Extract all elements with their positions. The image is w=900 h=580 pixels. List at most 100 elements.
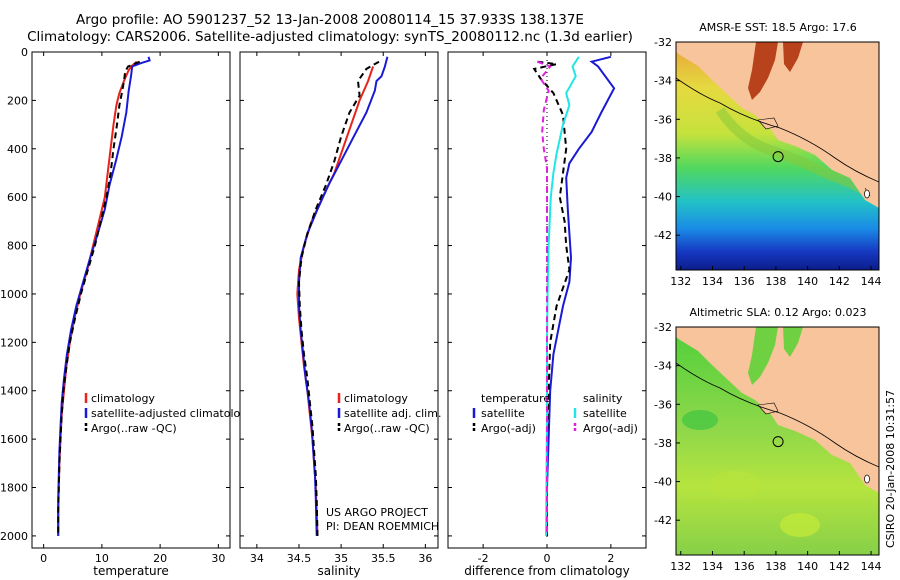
y-tick-label: 0 — [21, 46, 28, 59]
sla-small-island — [864, 474, 870, 484]
sla-argo-marker — [772, 436, 784, 448]
map-x-tick-label: 144 — [861, 560, 882, 573]
sla-map-frame — [675, 326, 880, 556]
y-tick-label: 1000 — [0, 288, 28, 301]
figure-title-line-2: Climatology: CARS2006. Satellite-adjuste… — [27, 29, 633, 45]
x-tick-label: 36 — [418, 552, 432, 565]
sst-bathymetry-contour — [676, 77, 879, 183]
map-y-tick-label: -42 — [654, 514, 672, 527]
temperature-series — [57, 56, 151, 536]
x-tick-label: 34.5 — [287, 552, 312, 565]
sla-map-panel: Altimetric SLA: 0.12 Argo: 0.023 132 134 1… — [654, 306, 882, 573]
legend-label-temp-argo: Argo(-adj) — [481, 422, 536, 435]
y-tick-label: 1400 — [0, 385, 28, 398]
temperature-legend: climatology satellite-adjusted climatolo… — [84, 392, 254, 435]
x-tick-label: -2 — [478, 552, 489, 565]
legend-header-temperature: temperature — [481, 392, 550, 405]
y-tick-label: 1600 — [0, 433, 28, 446]
salinity-legend: climatology satellite adj. clim. Argo(..… — [337, 392, 441, 435]
legend-header-salinity: salinity — [583, 392, 623, 405]
x-tick-label: 10 — [95, 552, 109, 565]
y-tick-label: 600 — [7, 191, 28, 204]
series-line-salinity-argo-adj- — [537, 60, 552, 536]
map-x-tick-label: 142 — [829, 560, 850, 573]
map-y-tick-label: -34 — [654, 75, 672, 88]
map-y-tick-label: -34 — [654, 360, 672, 373]
series-line-temperature-satellite — [546, 55, 616, 536]
difference-legend: temperature salinity satellite Argo(-adj… — [472, 392, 638, 435]
map-y-tick-label: -42 — [654, 229, 672, 242]
x-tick-label: 35 — [334, 552, 348, 565]
legend-label-sal-argo: Argo(-adj) — [583, 422, 638, 435]
temperature-xlabel: temperature — [93, 564, 168, 578]
legend-label-climatology: climatology — [91, 392, 155, 405]
map-x-tick-label: 132 — [670, 275, 691, 288]
map-x-tick-label: 136 — [734, 560, 755, 573]
salinity-profile-panel: 34 34.5 35 35.5 36 salinity climatology sate… — [239, 51, 441, 578]
sst-gulf-warm-water-2 — [783, 42, 803, 72]
x-tick-label: 2 — [607, 552, 614, 565]
map-x-tick-label: 138 — [765, 275, 786, 288]
sst-map-panel: AMSR-E SST: 18.5 Argo: 17.6 132 134 136 138… — [654, 21, 882, 288]
salinity-xlabel: salinity — [317, 564, 360, 578]
sla-gulf-water-2 — [783, 327, 803, 357]
sst-small-island — [864, 189, 870, 199]
map-y-tick-label: -36 — [654, 398, 672, 411]
sst-map-frame — [675, 41, 880, 271]
map-x-tick-label: 134 — [702, 275, 723, 288]
credit-line-2: PI: DEAN ROEMMICH — [326, 520, 439, 533]
x-tick-label: 34 — [250, 552, 264, 565]
map-y-tick-label: -40 — [654, 191, 672, 204]
sla-map-ticks: 132 134 136 138 140 142 144 -32 -34 -36 -38 -40 -42 — [654, 321, 882, 573]
sla-map-title: Altimetric SLA: 0.12 Argo: 0.023 — [689, 306, 866, 319]
x-tick-label: 30 — [211, 552, 225, 565]
salinity-series — [296, 56, 389, 536]
legend-label-argo: Argo(..raw -QC) — [344, 422, 430, 435]
legend-label-climatology: climatology — [344, 392, 408, 405]
sst-map-title: AMSR-E SST: 18.5 Argo: 17.6 — [699, 21, 857, 34]
map-y-tick-label: -38 — [654, 152, 672, 165]
legend-label-temp-satellite: satellite — [481, 407, 525, 420]
temperature-ticks: 0 10 20 30 0 200 400 600 800 1000 1200 1400 1600 1800… — [0, 46, 230, 565]
y-tick-label: 1800 — [0, 482, 28, 495]
map-x-tick-label: 140 — [797, 560, 818, 573]
sla-bathymetry-contour — [676, 362, 879, 468]
x-tick-label: 0 — [40, 552, 47, 565]
x-tick-label: 35.5 — [371, 552, 396, 565]
series-line-argo-raw-qc- — [297, 60, 380, 536]
salinity-ticks: 34 34.5 35 35.5 36 — [240, 51, 438, 565]
y-tick-label: 800 — [7, 240, 28, 253]
map-x-tick-label: 132 — [670, 560, 691, 573]
temperature-profile-panel: 0 10 20 30 0 200 400 600 800 1000 1200 1400 1600 1800… — [0, 46, 254, 578]
map-x-tick-label: 144 — [861, 275, 882, 288]
legend-label-satellite-adj: satellite adj. clim. — [344, 407, 441, 420]
sst-argo-marker — [772, 151, 784, 163]
legend-label-argo: Argo(..raw -QC) — [91, 422, 177, 435]
salinity-axes-frame — [239, 51, 439, 549]
map-y-tick-label: -36 — [654, 113, 672, 126]
x-tick-label: 20 — [153, 552, 167, 565]
difference-xlabel: difference from climatology — [464, 564, 630, 578]
y-tick-label: 400 — [7, 143, 28, 156]
map-y-tick-label: -32 — [654, 321, 672, 334]
difference-profile-panel: -2 0 2 difference from climatology tempera… — [447, 51, 647, 578]
map-x-tick-label: 138 — [765, 560, 786, 573]
map-x-tick-label: 142 — [829, 275, 850, 288]
x-tick-label: 0 — [544, 552, 551, 565]
sst-gulf-warm-water — [748, 42, 778, 100]
side-timestamp: CSIRO 20-Jan-2008 10:31:57 — [884, 389, 897, 548]
temperature-axes-frame — [31, 51, 231, 549]
difference-series — [532, 55, 616, 536]
series-line-temperature-argo-adj- — [532, 60, 571, 536]
y-tick-label: 200 — [7, 94, 28, 107]
legend-label-sal-satellite: satellite — [583, 407, 627, 420]
difference-ticks: -2 0 2 — [448, 51, 646, 565]
figure-title-line-1: Argo profile: AO 5901237_52 13-Jan-2008 … — [76, 12, 584, 28]
map-y-tick-label: -40 — [654, 476, 672, 489]
map-y-tick-label: -32 — [654, 36, 672, 49]
map-x-tick-label: 134 — [702, 560, 723, 573]
y-tick-label: 2000 — [0, 530, 28, 543]
map-y-tick-label: -38 — [654, 437, 672, 450]
credit-line-1: US ARGO PROJECT — [326, 506, 428, 519]
